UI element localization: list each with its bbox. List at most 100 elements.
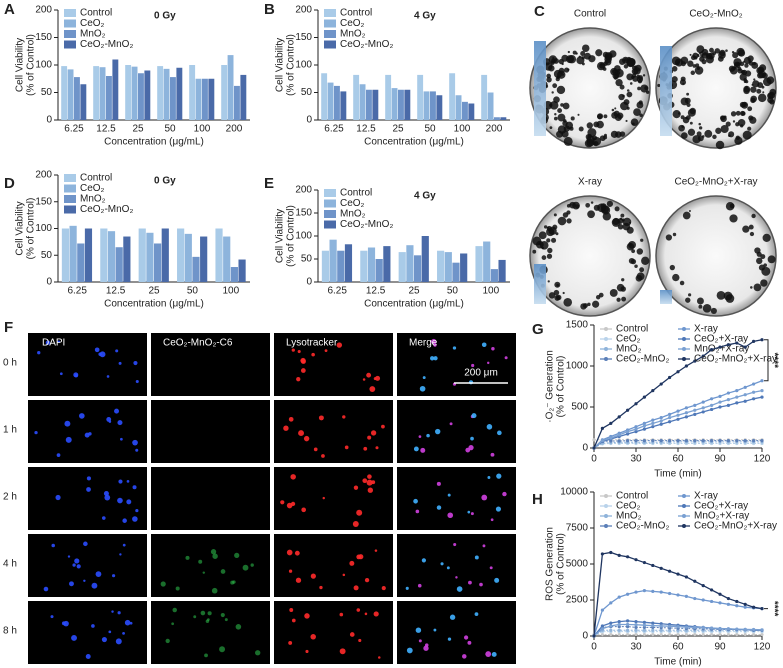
image-label: CeO₂-MnO₂ — [689, 9, 742, 20]
cell — [413, 446, 419, 452]
legend-marker — [604, 347, 608, 351]
cell — [204, 653, 208, 658]
cell — [481, 494, 488, 501]
point — [600, 624, 605, 628]
point — [617, 439, 621, 443]
bar — [215, 228, 223, 282]
colony — [750, 97, 756, 104]
cell — [114, 408, 120, 414]
colony — [570, 116, 575, 121]
point — [718, 439, 722, 443]
colony — [671, 66, 678, 72]
point — [651, 425, 655, 429]
colony — [623, 64, 629, 69]
legend-label: MnO₂ — [340, 209, 366, 220]
y-tick-label: 200 — [295, 5, 312, 16]
legend-swatch — [64, 184, 76, 193]
point — [752, 382, 756, 386]
cell — [255, 650, 261, 656]
x-tick-label: 25 — [132, 124, 144, 135]
legend-label: Control — [616, 491, 648, 502]
cell — [447, 637, 452, 641]
colony — [761, 266, 771, 276]
bar — [125, 65, 132, 120]
colony — [728, 134, 731, 137]
point — [634, 628, 638, 632]
bar — [344, 244, 353, 282]
cell — [433, 628, 437, 632]
x-tick-label: 30 — [630, 642, 642, 653]
y-axis-label: (% of Control) — [26, 198, 37, 260]
bar — [452, 262, 460, 282]
bar — [494, 117, 500, 120]
colony — [625, 119, 628, 123]
cell — [420, 447, 426, 453]
legend-swatch — [64, 174, 76, 182]
point — [634, 632, 638, 637]
bar — [417, 74, 424, 120]
legend-marker — [604, 357, 608, 361]
point — [634, 558, 638, 562]
point — [651, 632, 655, 637]
legend-label: CeO₂-MnO₂ — [80, 204, 133, 215]
point — [760, 389, 764, 393]
legend-marker — [604, 524, 608, 528]
legend-label: CeO₂ — [616, 334, 641, 345]
micrograph — [274, 534, 393, 597]
cell — [220, 612, 225, 618]
bar — [234, 85, 240, 120]
bar — [67, 69, 74, 120]
legend-swatch — [324, 210, 336, 218]
colony — [737, 118, 746, 127]
point — [634, 427, 638, 431]
bar — [100, 228, 108, 282]
colony — [736, 47, 745, 56]
colony — [742, 130, 752, 140]
colony — [698, 126, 703, 130]
point — [760, 379, 764, 383]
cell — [101, 516, 106, 520]
colony — [681, 132, 688, 139]
cell — [342, 573, 346, 577]
cell — [367, 474, 372, 479]
point — [651, 389, 655, 393]
bar — [99, 67, 106, 120]
panel-letter: B — [264, 1, 275, 18]
legend-marker — [604, 504, 608, 508]
cell — [74, 558, 80, 564]
bar — [238, 259, 246, 282]
colony — [604, 52, 613, 61]
colony — [679, 280, 685, 286]
colony — [678, 124, 685, 132]
x-axis-label: Time (min) — [654, 469, 701, 480]
y-tick-label: 150 — [35, 196, 52, 207]
legend-label: CeO₂-MnO₂+X-ray — [694, 521, 777, 532]
cell — [467, 510, 471, 514]
bar — [481, 74, 488, 120]
bar — [195, 78, 202, 120]
cell — [339, 648, 346, 655]
bar — [359, 84, 366, 120]
bar — [202, 78, 208, 120]
colony — [686, 92, 690, 96]
colony — [633, 67, 641, 75]
cell — [198, 559, 203, 564]
x-tick-label: 50 — [424, 124, 436, 135]
y-tick-label: 100 — [295, 231, 312, 242]
cell — [95, 571, 102, 578]
cell — [447, 512, 454, 519]
colony — [756, 88, 762, 94]
colony — [615, 131, 622, 138]
x-tick-label: 100 — [482, 286, 499, 297]
point — [642, 439, 647, 443]
colony — [645, 90, 650, 94]
cell — [91, 624, 95, 628]
colony — [548, 292, 556, 299]
point — [684, 406, 689, 410]
cell — [119, 553, 122, 556]
point — [659, 439, 663, 443]
legend-marker — [682, 504, 686, 508]
point — [634, 425, 638, 429]
y-tick-label: 0 — [46, 277, 52, 288]
cell — [86, 476, 91, 481]
